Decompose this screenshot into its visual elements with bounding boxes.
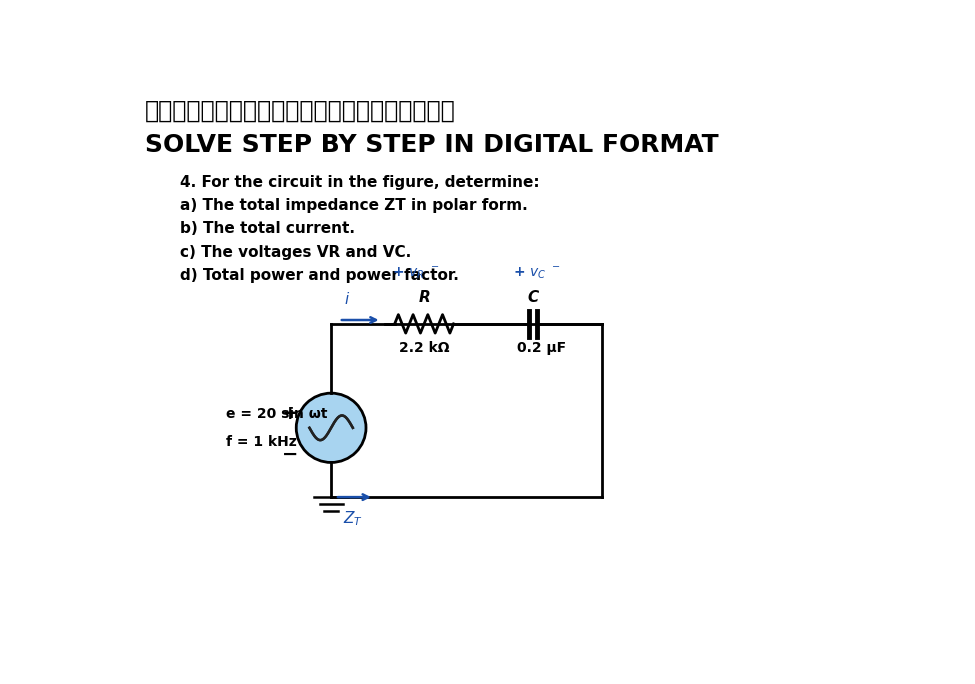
Text: C: C: [527, 289, 538, 304]
Text: 0.2 μF: 0.2 μF: [518, 341, 566, 355]
Text: デジタル形式で段階的に解決　　ありがとう！！: デジタル形式で段階的に解決 ありがとう！！: [145, 99, 456, 123]
Text: R: R: [418, 289, 430, 304]
Text: + $v_C$ $^-$: + $v_C$ $^-$: [513, 265, 561, 282]
Text: a) The total impedance ZT in polar form.: a) The total impedance ZT in polar form.: [180, 198, 527, 213]
Text: −: −: [282, 445, 298, 464]
Text: + $v_R$ $^-$: + $v_R$ $^-$: [393, 265, 441, 282]
Text: c) The voltages VR and VC.: c) The voltages VR and VC.: [180, 245, 411, 259]
Text: SOLVE STEP BY STEP IN DIGITAL FORMAT: SOLVE STEP BY STEP IN DIGITAL FORMAT: [145, 133, 719, 157]
Text: d) Total power and power factor.: d) Total power and power factor.: [180, 267, 459, 282]
Text: +: +: [282, 404, 298, 423]
Text: 4. For the circuit in the figure, determine:: 4. For the circuit in the figure, determ…: [180, 175, 539, 190]
Text: $Z_T$: $Z_T$: [343, 510, 363, 528]
Text: f = 1 kHz: f = 1 kHz: [226, 434, 297, 449]
Circle shape: [296, 393, 366, 462]
Text: $i$: $i$: [343, 291, 350, 307]
Text: 2.2 kΩ: 2.2 kΩ: [399, 341, 449, 355]
Text: e = 20 sin ωt: e = 20 sin ωt: [226, 407, 328, 421]
Text: b) The total current.: b) The total current.: [180, 222, 355, 237]
